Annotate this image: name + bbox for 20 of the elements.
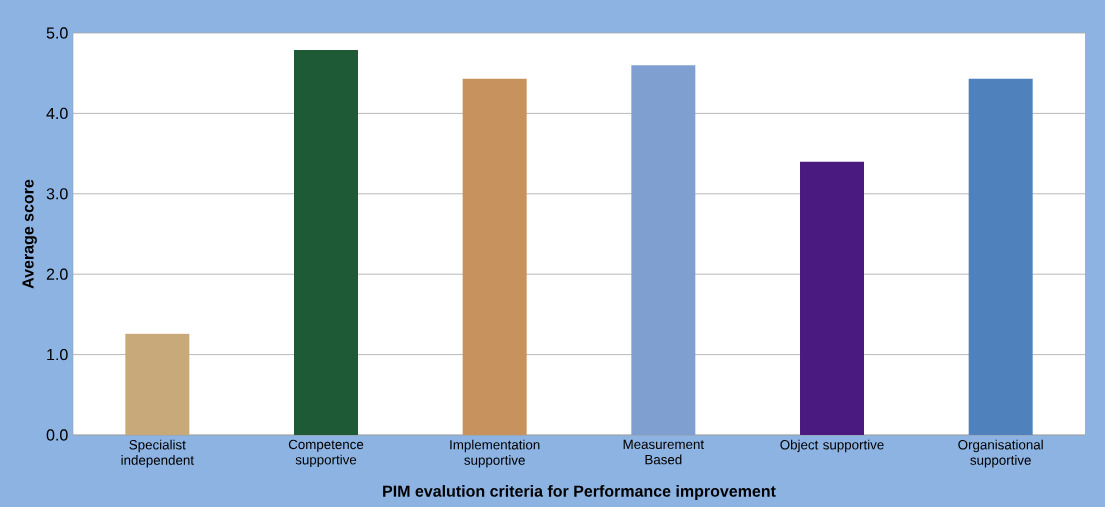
- y-tick-label: 4.0: [46, 107, 68, 120]
- y-tick-label: 0.0: [46, 429, 68, 441]
- bar: [462, 78, 527, 435]
- x-tick-label: Implementation supportive: [450, 439, 540, 468]
- y-tick-label: 3.0: [46, 188, 68, 200]
- bar: [125, 333, 190, 435]
- x-tick-label: Measurement Based: [623, 439, 704, 465]
- y-axis-title: Average score: [22, 179, 37, 289]
- x-tick-label: Object supportive: [780, 439, 884, 453]
- bar: [800, 161, 865, 435]
- x-tick-label: Specialist independent: [121, 439, 194, 468]
- y-tick-label: 2.0: [46, 268, 68, 280]
- y-tick-label: 5.0: [46, 27, 68, 39]
- y-tick-label: 1.0: [47, 348, 68, 361]
- bar: [968, 78, 1033, 435]
- x-axis-title: PIM evalution criteria for Performance improvement: [383, 485, 776, 500]
- bar: [294, 49, 359, 435]
- bar: [631, 65, 696, 435]
- x-tick-label: Competence supportive: [288, 439, 364, 468]
- x-tick-label: Organisational supportive: [958, 439, 1043, 468]
